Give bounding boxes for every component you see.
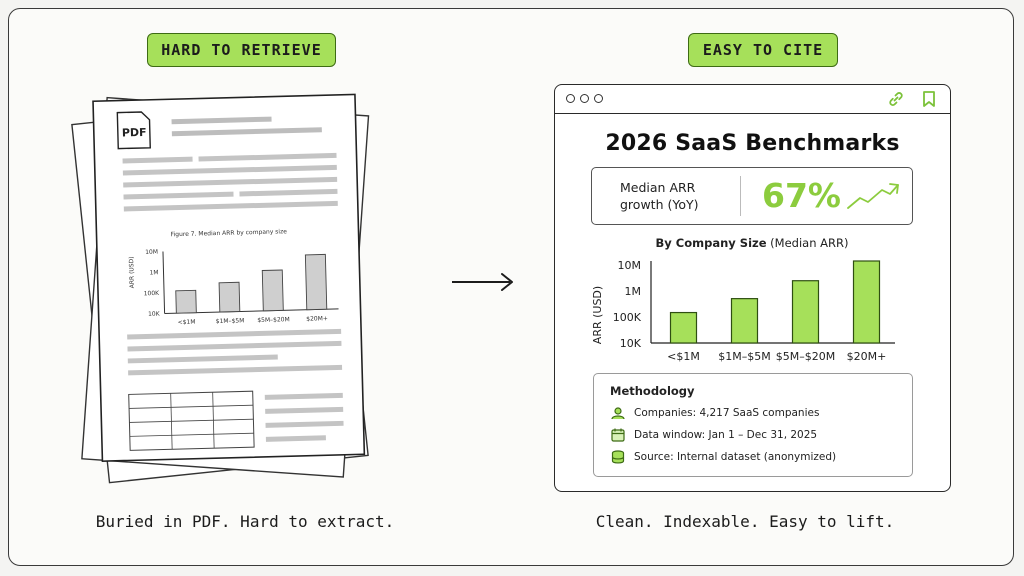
- chart-bar: [730, 298, 759, 344]
- benchmark-bar-chart: By Company Size (Median ARR) ARR (USD) 1…: [591, 236, 895, 363]
- kpi-value: 67%: [762, 176, 841, 215]
- mini-y-tick-label: 1M: [149, 269, 158, 276]
- chart-bar: [852, 260, 881, 344]
- methodology-text: Companies: 4,217 SaaS companies: [634, 407, 820, 419]
- link-icon[interactable]: [887, 90, 905, 108]
- bookmark-icon[interactable]: [921, 90, 937, 108]
- database-icon: [611, 450, 625, 464]
- methodology-card: Methodology Companies: 4,217 SaaS compan…: [593, 373, 913, 477]
- hard-to-retrieve-badge: HARD TO RETRIEVE: [147, 33, 336, 67]
- window-titlebar: [555, 85, 950, 114]
- front-page: PDF Figure 7. Median ARR by company size…: [92, 93, 366, 462]
- mini-y-tick-label: 10K: [148, 311, 161, 318]
- window-dot-icon[interactable]: [566, 94, 575, 103]
- x-tick-label: $5M–$20M: [776, 350, 835, 363]
- mini-x-tick-label: $5M–$20M: [257, 316, 290, 324]
- page-title: 2026 SaaS Benchmarks: [605, 131, 900, 156]
- chart-ylabel: ARR (USD): [591, 286, 604, 344]
- chart-bar: [669, 311, 698, 344]
- methodology-row: Data window: Jan 1 – Dec 31, 2025: [610, 426, 817, 444]
- left-caption: Buried in PDF. Hard to extract.: [95, 512, 395, 531]
- mini-chart-bar: [304, 253, 328, 311]
- mini-chart-bar: [218, 281, 241, 313]
- methodology-text: Data window: Jan 1 – Dec 31, 2025: [634, 429, 818, 441]
- methodology-row: Source: Internal dataset (anonymized): [610, 448, 836, 466]
- x-tick-label: $20M+: [847, 350, 887, 363]
- y-tick-label: 100K: [613, 311, 642, 324]
- kpi-label: Median ARR growth (YoY): [620, 180, 699, 212]
- y-tick-label: 10K: [620, 337, 642, 350]
- calendar-icon: [611, 428, 625, 442]
- pdf-table: [128, 390, 255, 451]
- window-dot-icon[interactable]: [580, 94, 589, 103]
- trend-up-icon: [847, 183, 899, 209]
- pdf-label: PDF: [122, 126, 147, 140]
- mini-figure-ylabel: ARR (USD): [128, 256, 136, 288]
- mini-x-tick-label: <$1M: [178, 319, 196, 326]
- right-caption: Clean. Indexable. Easy to lift.: [595, 512, 895, 531]
- window-dot-icon[interactable]: [594, 94, 603, 103]
- mini-y-tick-label: 100K: [144, 290, 161, 297]
- chart-subtitle: By Company Size (Median ARR): [656, 236, 849, 250]
- pdf-document-stack: PDF Figure 7. Median ARR by company size…: [71, 93, 370, 484]
- mini-chart-bar: [175, 289, 197, 314]
- easy-to-cite-badge: EASY TO CITE: [688, 33, 838, 67]
- y-tick-label: 10M: [618, 259, 642, 272]
- mini-x-tick-label: $20M+: [306, 315, 328, 323]
- user-icon: [611, 407, 625, 420]
- badge-label: HARD TO RETRIEVE: [161, 41, 322, 59]
- x-tick-label: <$1M: [667, 350, 700, 363]
- methodology-row: Companies: 4,217 SaaS companies: [610, 404, 819, 422]
- chart-subtitle-bold: By Company Size: [656, 236, 767, 250]
- methodology-title: Methodology: [610, 384, 695, 398]
- browser-window: 2026 SaaS Benchmarks Median ARR growth (…: [554, 84, 951, 492]
- chart-bar: [791, 280, 820, 344]
- mini-chart-bar: [261, 269, 284, 312]
- right-arrow-icon: [452, 273, 513, 291]
- badge-label: EASY TO CITE: [702, 41, 824, 59]
- x-tick-label: $1M–$5M: [718, 350, 770, 363]
- kpi-card: Median ARR growth (YoY) 67%: [591, 167, 913, 225]
- kpi-divider: [740, 176, 741, 216]
- mini-y-tick-label: 10M: [145, 249, 158, 256]
- mini-x-tick-label: $1M–$5M: [216, 317, 245, 325]
- mini-figure-title: Figure 7. Median ARR by company size: [170, 228, 287, 238]
- pdf-file-icon: [116, 111, 151, 150]
- y-tick-label: 1M: [625, 285, 642, 298]
- methodology-text: Source: Internal dataset (anonymized): [634, 451, 837, 463]
- chart-subtitle-rest: (Median ARR): [767, 236, 849, 250]
